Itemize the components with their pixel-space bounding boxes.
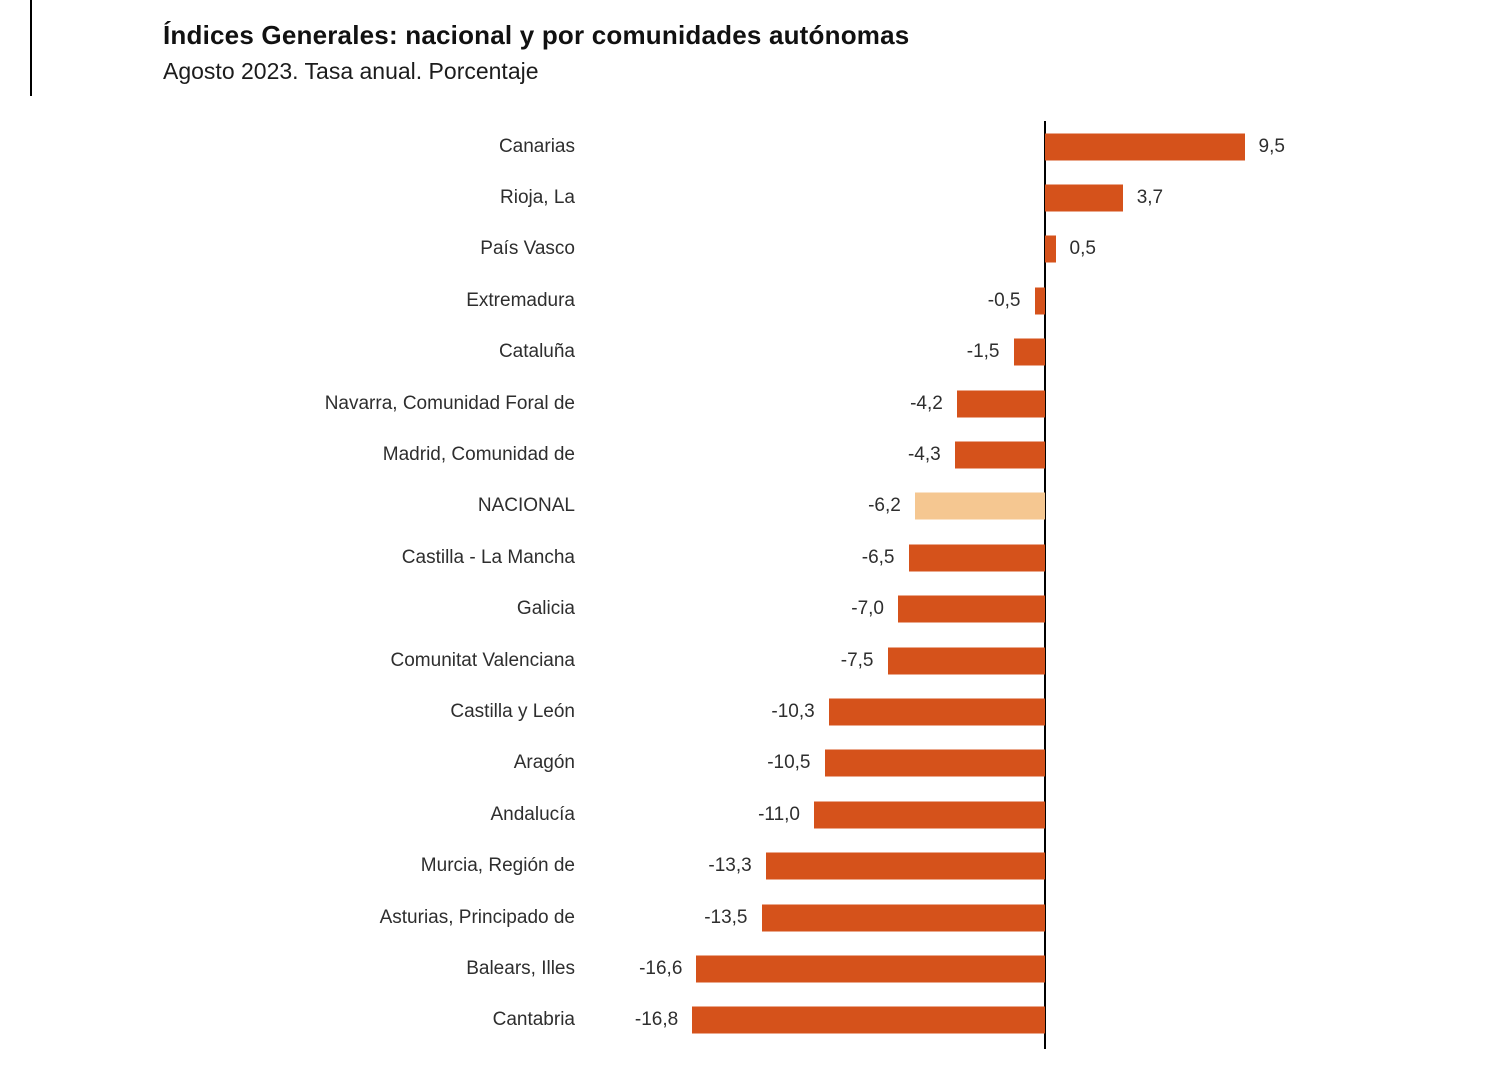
chart-title: Índices Generales: nacional y por comuni… xyxy=(163,20,910,50)
bar xyxy=(1045,235,1056,263)
chart-row: País Vasco 0,5 xyxy=(0,224,1500,275)
left-border-rule xyxy=(30,0,32,96)
value-label: -0,5 xyxy=(987,289,1021,311)
bar xyxy=(692,1006,1045,1034)
bar xyxy=(1045,184,1123,212)
value-label: 0,5 xyxy=(1069,238,1096,260)
category-label: Balears, Illes xyxy=(466,957,575,979)
category-label: Murcia, Región de xyxy=(420,855,575,877)
chart-row: Cataluña -1,5 xyxy=(0,327,1500,378)
chart-row: Balears, Illes -16,6 xyxy=(0,943,1500,994)
bar xyxy=(1013,338,1045,366)
category-label: NACIONAL xyxy=(477,495,575,517)
bar xyxy=(765,852,1045,880)
bar xyxy=(828,698,1045,726)
category-label: Navarra, Comunidad Foral de xyxy=(324,392,575,414)
value-label: -10,3 xyxy=(771,700,815,722)
bar xyxy=(908,544,1045,572)
chart-row: Canarias 9,5 xyxy=(0,121,1500,172)
value-label: 9,5 xyxy=(1258,135,1285,157)
value-label: -16,6 xyxy=(639,957,683,979)
bar xyxy=(824,749,1045,777)
value-label: -6,5 xyxy=(861,546,895,568)
chart-row: NACIONAL -6,2 xyxy=(0,481,1500,532)
chart-row: Castilla y León -10,3 xyxy=(0,686,1500,737)
chart-row: Aragón -10,5 xyxy=(0,738,1500,789)
chart-row: Navarra, Comunidad Foral de -4,2 xyxy=(0,378,1500,429)
category-label: Madrid, Comunidad de xyxy=(382,444,575,466)
category-label: Extremadura xyxy=(466,289,575,311)
bar xyxy=(954,441,1045,469)
value-label: -7,0 xyxy=(851,598,884,620)
value-label: -16,8 xyxy=(634,1009,679,1031)
category-label: Canarias xyxy=(498,135,575,157)
bar xyxy=(956,390,1045,418)
category-label: Cataluña xyxy=(498,341,575,363)
bar xyxy=(814,801,1045,829)
value-label: -13,5 xyxy=(704,906,748,928)
chart-row: Extremadura -0,5 xyxy=(0,275,1500,326)
chart-row: Cantabria -16,8 xyxy=(0,995,1500,1046)
category-label: Cantabria xyxy=(492,1009,575,1031)
chart-row: Madrid, Comunidad de -4,3 xyxy=(0,429,1500,480)
category-label: Castilla - La Mancha xyxy=(401,546,575,568)
bar xyxy=(1045,133,1245,161)
category-label: Castilla y León xyxy=(450,700,575,722)
bar xyxy=(761,904,1045,932)
category-label: Asturias, Principado de xyxy=(379,906,575,928)
chart-row: Asturias, Principado de -13,5 xyxy=(0,892,1500,943)
bar xyxy=(898,595,1045,623)
chart-subtitle: Agosto 2023. Tasa anual. Porcentaje xyxy=(163,58,539,84)
chart-row: Galicia -7,0 xyxy=(0,584,1500,635)
value-label: -10,5 xyxy=(767,752,811,774)
value-label: -13,3 xyxy=(708,855,752,877)
value-label: -6,2 xyxy=(868,495,901,517)
value-label: -1,5 xyxy=(966,341,1000,363)
category-label: País Vasco xyxy=(480,238,575,260)
bar xyxy=(1034,287,1045,315)
category-label: Galicia xyxy=(516,598,575,620)
value-label: -4,3 xyxy=(907,444,941,466)
chart-row: Rioja, La 3,7 xyxy=(0,172,1500,223)
chart-row: Andalucía -11,0 xyxy=(0,789,1500,840)
category-label: Comunitat Valenciana xyxy=(390,649,575,671)
value-label: -4,2 xyxy=(910,392,943,414)
bar xyxy=(887,647,1045,675)
bar xyxy=(696,955,1045,983)
value-label: -7,5 xyxy=(840,649,874,671)
chart-row: Comunitat Valenciana -7,5 xyxy=(0,635,1500,686)
zero-axis-line xyxy=(1044,121,1046,1049)
bar-chart: Canarias 9,5 Rioja, La 3,7 País Vasco 0,5 Extr… xyxy=(0,121,1500,1049)
category-label: Aragón xyxy=(513,752,575,774)
bar xyxy=(914,492,1045,520)
category-label: Rioja, La xyxy=(500,187,575,209)
chart-row: Castilla - La Mancha -6,5 xyxy=(0,532,1500,583)
value-label: 3,7 xyxy=(1136,187,1164,209)
chart-row: Murcia, Región de -13,3 xyxy=(0,840,1500,891)
value-label: -11,0 xyxy=(758,803,800,825)
category-label: Andalucía xyxy=(490,803,575,825)
